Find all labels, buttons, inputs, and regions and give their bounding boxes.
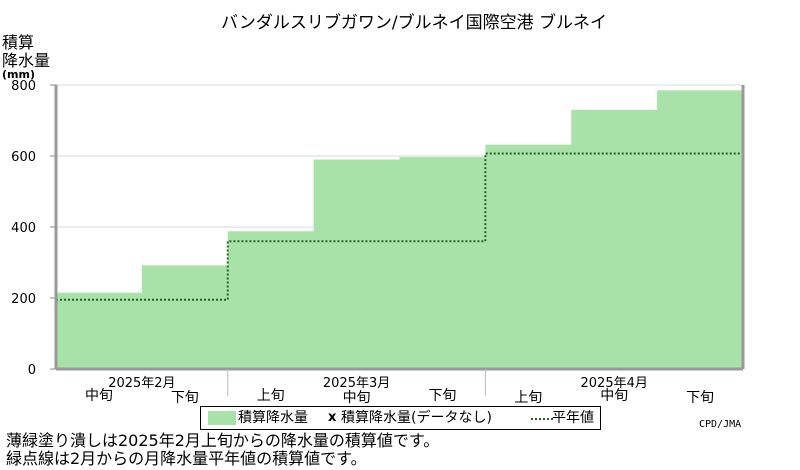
legend-label-accumulated: 積算降水量 — [238, 410, 308, 426]
period-label-7: 下旬 — [686, 390, 714, 406]
accumulated-bar-3 — [313, 159, 400, 369]
y-tick-label-0: 0 — [28, 363, 36, 378]
legend-swatch-accumulated — [208, 411, 236, 425]
accumulated-bar-4 — [399, 157, 486, 369]
accumulated-bar-2 — [227, 231, 315, 369]
y-tick-label-800: 800 — [11, 79, 36, 94]
month-label-2: 2025年4月 — [581, 376, 648, 391]
y-axis-label-line2: 降水量 — [2, 51, 50, 70]
credit-text: CPD/JMA — [699, 419, 742, 430]
y-axis-unit: (mm) — [2, 68, 35, 81]
footnote-2: 緑点線は2月からの月降水量平年値の積算値です。 — [6, 449, 367, 468]
y-axis-label-line1: 積算 — [2, 33, 34, 52]
chart-title: バンダルスリブガワン/ブルネイ国際空港 ブルネイ — [221, 12, 607, 33]
period-label-2: 上旬 — [257, 388, 285, 404]
period-label-4: 下旬 — [428, 388, 456, 404]
y-tick-label-600: 600 — [11, 150, 36, 165]
accumulated-bar-0 — [56, 292, 143, 369]
legend-marker-no-data: x — [328, 410, 337, 425]
accumulated-bar-7 — [657, 90, 744, 369]
accumulated-bar-1 — [141, 265, 229, 369]
accumulated-bar-6 — [571, 109, 658, 369]
period-label-0: 中旬 — [85, 388, 113, 404]
accumulated-bar-5 — [485, 144, 572, 369]
y-tick-label-200: 200 — [11, 292, 36, 307]
footnote-1: 薄緑塗り潰しは2025年2月上旬からの降水量の積算値です。 — [6, 431, 440, 450]
legend-label-no-data: 積算降水量(データなし) — [341, 410, 492, 426]
legend: 積算降水量 x 積算降水量(データなし) 平年値 — [200, 406, 601, 430]
y-tick-label-400: 400 — [11, 221, 36, 236]
period-label-1: 下旬 — [171, 390, 199, 406]
period-label-6: 中旬 — [600, 388, 628, 404]
legend-label-normal: 平年値 — [552, 410, 594, 426]
month-label-1: 2025年3月 — [323, 376, 390, 391]
period-label-3: 中旬 — [343, 390, 371, 406]
month-label-0: 2025年2月 — [108, 376, 175, 391]
period-label-5: 上旬 — [514, 390, 542, 406]
legend-line-normal — [531, 418, 553, 420]
